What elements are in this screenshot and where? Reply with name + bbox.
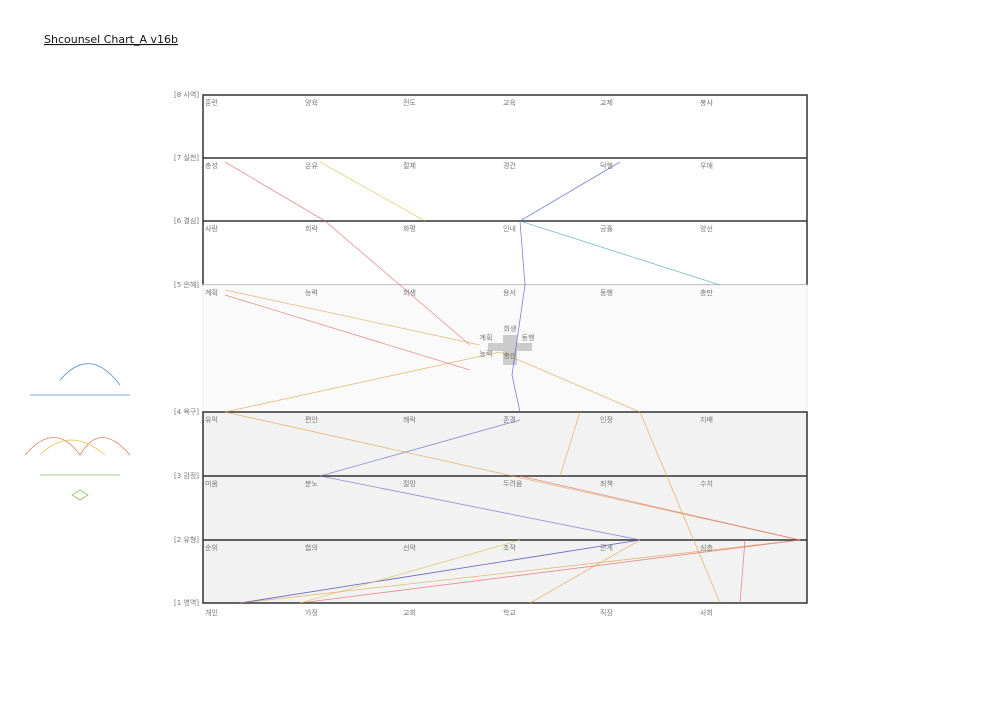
row-label: [2 유형] <box>174 536 199 544</box>
row-word: 죄책 <box>600 479 613 488</box>
row-word: 동행 <box>600 288 613 297</box>
row-word: 용서 <box>503 288 516 297</box>
row-word: 유익 <box>205 416 218 424</box>
row-word: 우애 <box>700 161 713 170</box>
row-word: 교제 <box>600 99 613 107</box>
row-label: [3 감정] <box>174 471 199 480</box>
row-word: 양육 <box>305 99 318 107</box>
row-word: 인정 <box>600 415 613 424</box>
sketch <box>24 363 131 501</box>
row-word: 충만 <box>700 288 713 297</box>
row-word: 수치 <box>700 479 713 488</box>
row-word: 절제 <box>403 162 416 170</box>
center-word: 희생 <box>504 324 517 333</box>
row-label: [8 사역] <box>174 90 199 99</box>
row-label: [6 결심] <box>174 216 199 225</box>
center-word: 계획 <box>480 333 493 342</box>
row-word: 사회 <box>700 608 713 617</box>
row-word: 양선 <box>700 224 713 233</box>
row-word: 훈련 <box>205 98 218 107</box>
row-label: [7 실천] <box>174 153 199 162</box>
row-word: 교회 <box>403 609 416 617</box>
row-word: 인내 <box>503 224 516 233</box>
row-label: [5 은혜] <box>174 280 199 289</box>
page-title: Shcounsel Chart_A v16b <box>44 33 178 46</box>
row-word: 편안 <box>305 415 318 424</box>
row-label: [4 욕구] <box>174 408 199 416</box>
row-word: 절망 <box>403 479 416 488</box>
row-word: 쾌락 <box>403 415 416 424</box>
row-label: [1 영역] <box>174 598 199 607</box>
row-word: 분노 <box>305 480 318 488</box>
row-word: 화평 <box>403 224 416 233</box>
row-word: 경건 <box>503 161 516 170</box>
row-word: 관계 <box>600 543 613 552</box>
center-word: 능력 <box>480 350 493 358</box>
row-word: 선악 <box>403 543 416 552</box>
row-word: 지배 <box>700 415 713 424</box>
row-word: 학교 <box>503 608 516 617</box>
row-word: 충성 <box>205 161 218 170</box>
connector-lines <box>224 161 801 604</box>
row-word: 희생 <box>403 288 416 297</box>
row-word: 직장 <box>600 608 613 617</box>
row-word: 합의 <box>305 543 318 552</box>
row-word: 능력 <box>305 289 318 297</box>
row-word: 사랑 <box>205 224 218 233</box>
row-word: 덕행 <box>600 161 613 170</box>
center-word: 충만 <box>504 351 517 360</box>
row-boxes <box>202 94 808 604</box>
row-word: 희락 <box>305 224 318 233</box>
row-word: 심층 <box>700 543 713 552</box>
row-word: 순위 <box>205 544 218 552</box>
center-word: 동행 <box>522 333 535 342</box>
row-word: 미움 <box>205 479 218 488</box>
row-word: 전도 <box>403 98 416 107</box>
row-word: 두려움 <box>503 479 523 488</box>
row-word: 긍휼 <box>600 224 613 233</box>
row-word: 가정 <box>305 608 318 617</box>
row-word: 계획 <box>205 288 218 297</box>
row-word: 봉사 <box>700 98 713 107</box>
row-word: 개인 <box>205 608 218 617</box>
row-word: 교육 <box>503 99 516 107</box>
row-word: 온유 <box>305 162 318 170</box>
row-word: 존경 <box>503 415 516 424</box>
row-word: 조작 <box>503 543 516 552</box>
